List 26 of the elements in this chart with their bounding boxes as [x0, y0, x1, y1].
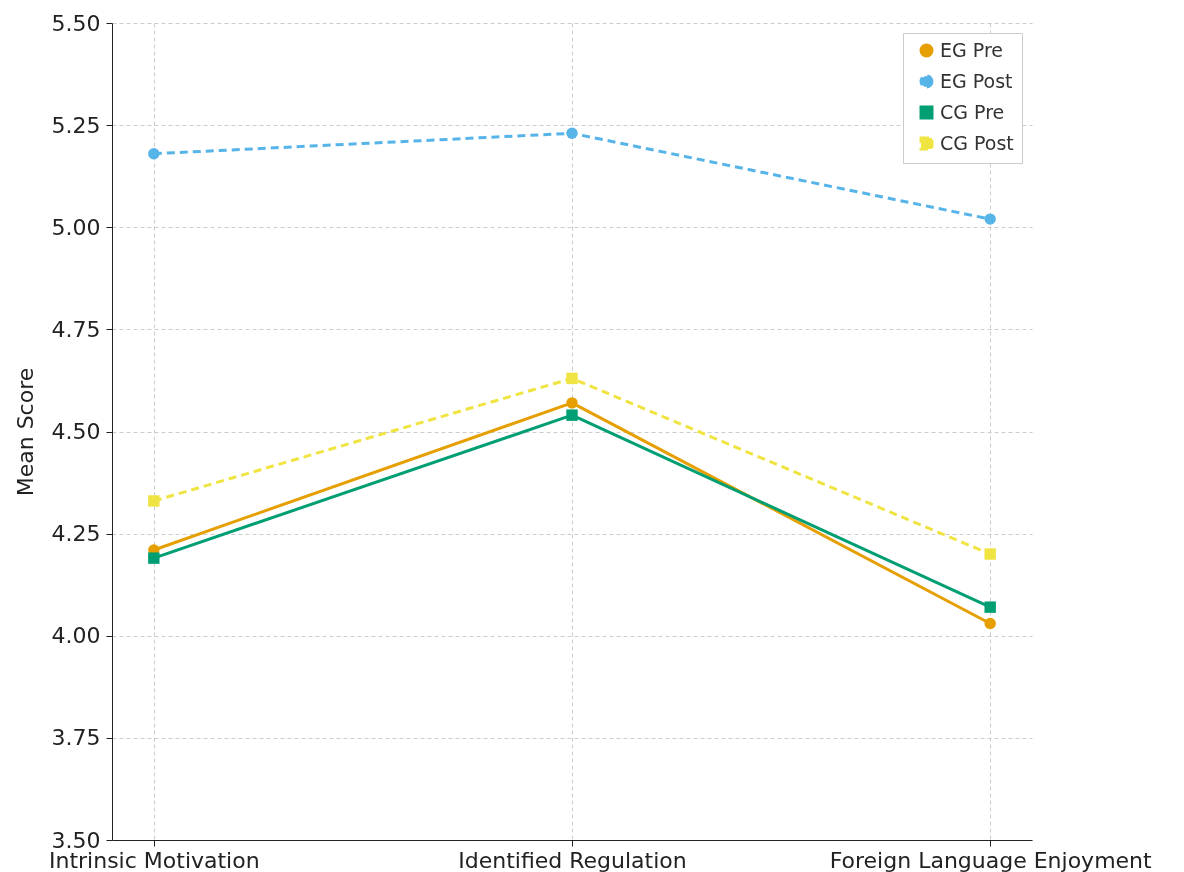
- y-tick-label: 4.75: [51, 316, 101, 342]
- point: [148, 148, 160, 160]
- point: [566, 127, 578, 139]
- point: [984, 617, 996, 630]
- y-tick-label: 4.25: [51, 521, 101, 547]
- legend-label: EG Pre: [940, 38, 1003, 61]
- y-tick-label: 4.00: [51, 623, 101, 649]
- point: [566, 397, 578, 409]
- x-tick-label: Foreign Language Enjoyment: [829, 847, 1153, 872]
- y-tick-label: 5.00: [51, 214, 101, 240]
- point: [566, 409, 578, 421]
- point: [148, 495, 160, 507]
- x-tick-label: Identified Regulation: [458, 847, 687, 872]
- y-tick-label: 4.50: [51, 419, 101, 444]
- legend-label: EG Post: [940, 69, 1013, 92]
- point: [984, 213, 996, 225]
- legend-label: CG Post: [940, 131, 1014, 154]
- point: [566, 372, 578, 385]
- y-tick-label: 3.75: [51, 725, 101, 751]
- point: [984, 601, 996, 613]
- legend-label: CG Pre: [940, 100, 1005, 123]
- y-tick-label: 5.25: [51, 112, 101, 138]
- point: [148, 552, 160, 564]
- y-tick-label: 5.50: [51, 10, 101, 36]
- y-axis-title: Mean Score: [12, 367, 38, 497]
- point: [984, 548, 996, 560]
